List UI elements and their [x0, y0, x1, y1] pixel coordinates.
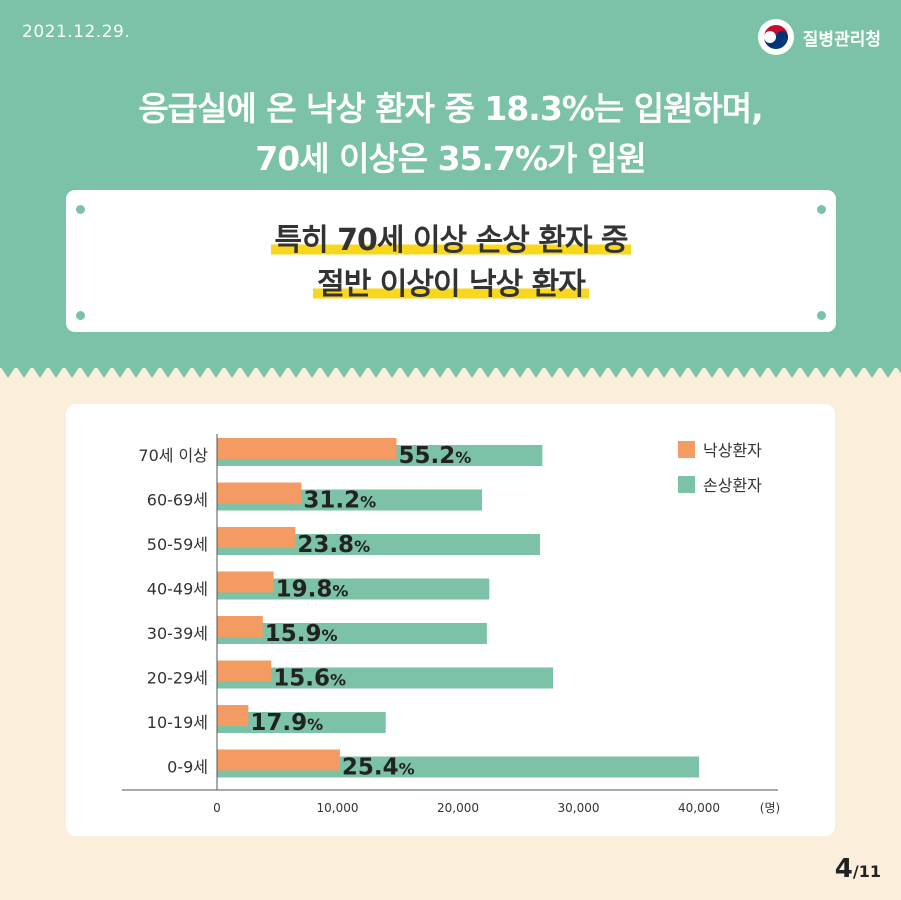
- card-dot: [817, 311, 826, 320]
- taegeuk-emblem-icon: [757, 18, 795, 56]
- data-label-unit: %: [332, 582, 348, 601]
- bar-fall-0: [217, 438, 397, 459]
- data-label-unit: %: [330, 671, 346, 690]
- category-label-6: 10-19세: [147, 713, 208, 732]
- card-dot: [76, 311, 85, 320]
- category-label-1: 60-69세: [147, 491, 208, 510]
- legend-swatch-0: [678, 441, 695, 458]
- data-label-unit: %: [455, 448, 471, 467]
- legend-label-1: 손상환자: [703, 476, 762, 495]
- x-tick-label-2: 20,000: [437, 801, 479, 815]
- x-tick-label-1: 10,000: [317, 801, 359, 815]
- bar-fall-5: [217, 661, 271, 682]
- page-total: /11: [853, 862, 881, 881]
- data-label-unit: %: [360, 493, 376, 512]
- bar-fall-2: [217, 527, 295, 548]
- category-label-2: 50-59세: [147, 535, 208, 554]
- data-label-unit: %: [354, 537, 370, 556]
- bar-fall-4: [217, 616, 263, 637]
- bar-chart: 70세 이상 55.2%60-69세 31.2%50-59세 23.8%40-49세 1…: [66, 404, 835, 836]
- legend-swatch-1: [678, 476, 695, 493]
- x-axis-unit: (명): [760, 801, 780, 815]
- zigzag-divider: [0, 366, 901, 382]
- org-name: 질병관리청: [803, 25, 881, 50]
- headline-line1: 응급실에 온 낙상 환자 중 18.3%는 입원하며,: [0, 82, 901, 130]
- x-tick-label-4: 40,000: [678, 801, 720, 815]
- bar-fall-3: [217, 572, 274, 593]
- legend-label-0: 낙상환자: [703, 441, 762, 460]
- category-label-4: 30-39세: [147, 624, 208, 643]
- card-line1: 특히 70세 이상 손상 환자 중: [271, 223, 632, 258]
- category-label-7: 0-9세: [167, 758, 208, 777]
- category-label-5: 20-29세: [147, 669, 208, 688]
- date-label: 2021.12.29.: [22, 22, 130, 42]
- card-dot: [817, 205, 826, 214]
- card-line2: 절반 이상이 낙상 환자: [313, 267, 589, 302]
- chart-panel: 70세 이상 55.2% 60-69세 31.2% 50-59세 23.8% 40-49세 1…: [66, 404, 835, 836]
- org-logo: 질병관리청: [757, 18, 881, 56]
- bar-fall-6: [217, 705, 248, 726]
- bar-fall-1: [217, 483, 301, 504]
- bar-fall-7: [217, 750, 340, 771]
- category-label-3: 40-49세: [147, 580, 208, 599]
- data-label-unit: %: [399, 760, 415, 779]
- x-tick-label-0: 0: [213, 801, 221, 815]
- data-label-unit: %: [307, 715, 323, 734]
- page-current: 4: [835, 854, 853, 884]
- headline-line2: 70세 이상은 35.7%가 입원: [0, 132, 901, 180]
- page-indicator: 4/11: [835, 854, 881, 884]
- card-dot: [76, 205, 85, 214]
- highlight-card: 특히 70세 이상 손상 환자 중 절반 이상이 낙상 환자: [66, 190, 836, 332]
- x-tick-label-3: 30,000: [558, 801, 600, 815]
- category-label-0: 70세 이상: [138, 446, 208, 465]
- data-label-unit: %: [322, 626, 338, 645]
